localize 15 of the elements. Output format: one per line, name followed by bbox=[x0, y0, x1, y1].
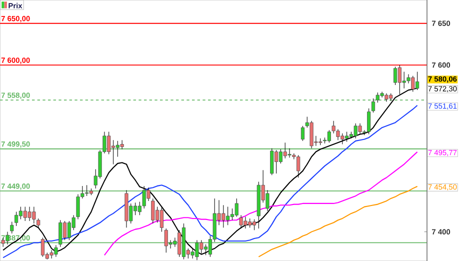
candlestick bbox=[300, 126, 305, 142]
candlestick bbox=[160, 206, 164, 232]
candlestick bbox=[371, 98, 376, 113]
candlestick bbox=[58, 220, 62, 248]
candlestick bbox=[151, 198, 155, 224]
candlestick bbox=[270, 148, 274, 176]
candlestick bbox=[327, 130, 331, 143]
candlestick bbox=[14, 212, 18, 226]
candlestick bbox=[393, 66, 398, 86]
candlestick bbox=[234, 198, 238, 218]
candlestick bbox=[111, 140, 116, 165]
candlestick bbox=[36, 218, 40, 228]
candlestick bbox=[62, 220, 67, 240]
candlestick bbox=[252, 219, 256, 230]
candlestick bbox=[10, 222, 14, 234]
